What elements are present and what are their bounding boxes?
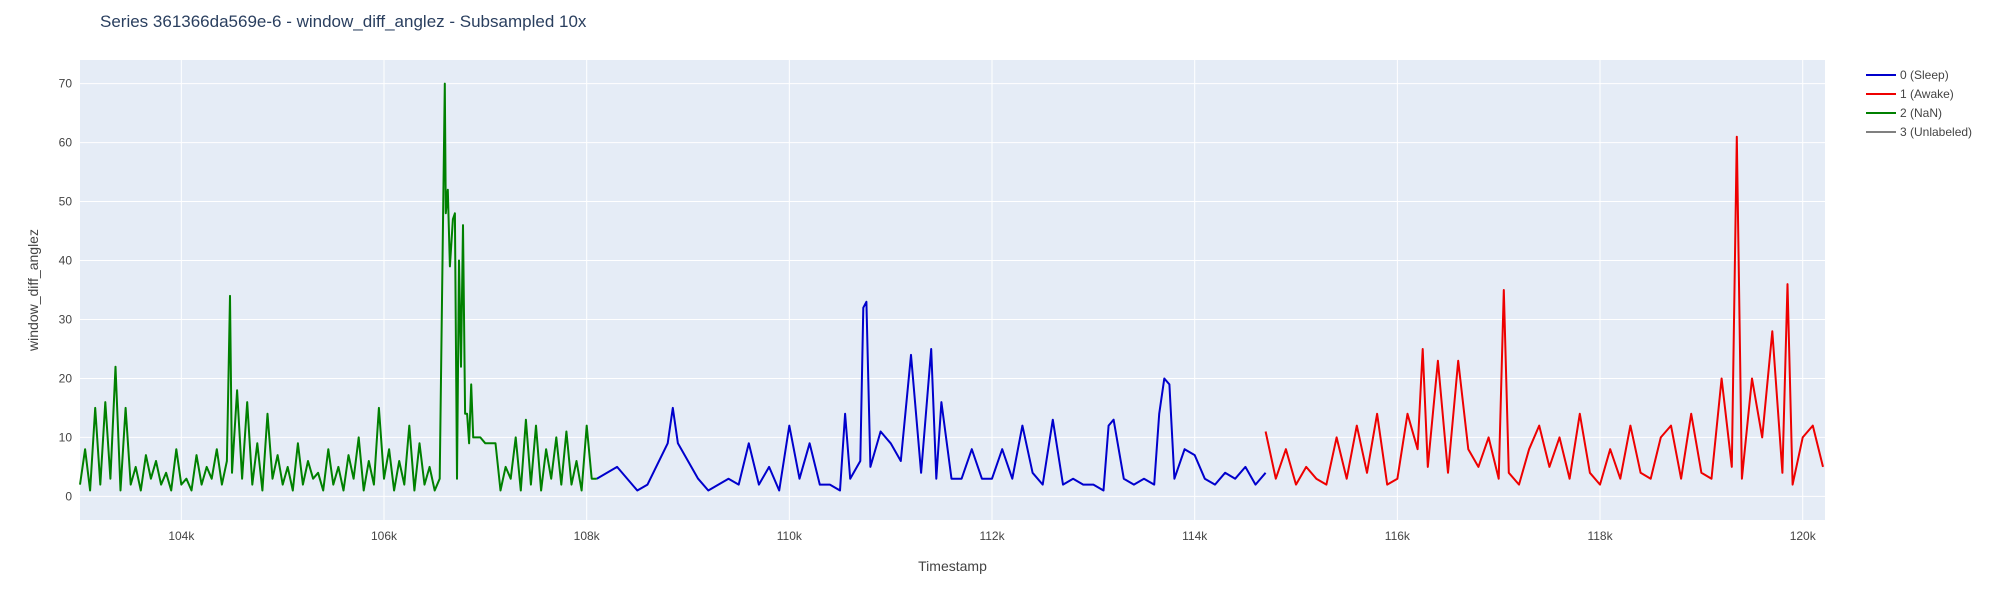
plot-background (80, 60, 1825, 520)
axis-layer: 0 10 20 30 40 50 60 70 104k 106k 108k 110k 112k 114k 1… (25, 77, 1817, 574)
series-line-0[interactable] (596, 300, 1267, 492)
x-tick-label: 116k (1385, 529, 1411, 543)
y-tick-label: 70 (59, 77, 73, 91)
y-tick-label: 0 (65, 489, 72, 503)
legend-label-2[interactable]: 2 (NaN) (1900, 106, 1942, 120)
x-tick-label: 112k (979, 529, 1005, 543)
x-tick-label: 104k (168, 529, 195, 543)
x-tick-label: 118k (1587, 529, 1613, 543)
series-layer (79, 82, 1824, 492)
y-tick-label: 60 (59, 136, 73, 150)
y-tick-label: 40 (59, 254, 73, 268)
y-tick-label: 10 (59, 430, 73, 444)
legend-label-1[interactable]: 1 (Awake) (1900, 87, 1954, 101)
legend[interactable]: 0 (Sleep) 1 (Awake) 2 (NaN) 3 (Unlabeled) (1866, 68, 1972, 139)
x-tick-label: 106k (371, 529, 398, 543)
series-line-2[interactable] (79, 82, 597, 492)
x-tick-label: 108k (574, 529, 601, 543)
y-tick-label: 20 (59, 371, 73, 385)
chart-title: Series 361366da569e-6 - window_diff_angl… (100, 12, 587, 31)
legend-label-0[interactable]: 0 (Sleep) (1900, 68, 1949, 82)
y-tick-label: 30 (59, 312, 73, 326)
x-tick-label: 114k (1182, 529, 1208, 543)
grid-layer (80, 60, 1825, 520)
y-axis-title: window_diff_anglez (25, 229, 41, 352)
series-line-1[interactable] (1264, 135, 1824, 486)
x-axis-title: Timestamp (918, 558, 987, 574)
y-tick-label: 50 (59, 195, 73, 209)
x-tick-label: 120k (1790, 529, 1817, 543)
legend-label-3[interactable]: 3 (Unlabeled) (1900, 125, 1972, 139)
x-tick-label: 110k (777, 529, 803, 543)
